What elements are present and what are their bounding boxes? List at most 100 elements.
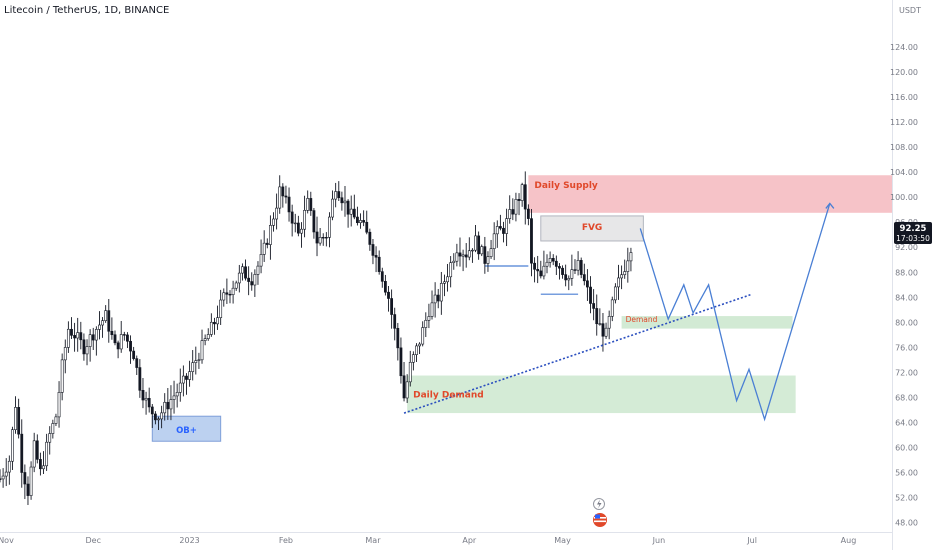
candle[interactable] <box>368 228 372 251</box>
candle[interactable] <box>318 227 322 246</box>
candle[interactable] <box>517 193 521 216</box>
lightning-icon[interactable] <box>593 498 605 510</box>
candle[interactable] <box>247 266 251 296</box>
candle[interactable] <box>486 251 490 272</box>
candle[interactable] <box>237 264 241 293</box>
candle[interactable] <box>107 299 111 343</box>
candle[interactable] <box>141 378 145 409</box>
candle[interactable] <box>343 185 347 217</box>
candle[interactable] <box>129 335 132 364</box>
candle[interactable] <box>489 239 493 259</box>
candle[interactable] <box>296 215 300 237</box>
candle[interactable] <box>213 317 216 335</box>
zone-demand[interactable] <box>621 316 793 329</box>
candle[interactable] <box>477 231 481 260</box>
candle[interactable] <box>589 276 592 314</box>
candle[interactable] <box>26 476 30 506</box>
candle[interactable] <box>337 181 341 201</box>
candle[interactable] <box>138 359 142 398</box>
candle[interactable] <box>231 280 235 304</box>
candle[interactable] <box>592 289 596 321</box>
candle[interactable] <box>166 388 170 420</box>
candle[interactable] <box>586 269 589 301</box>
candle[interactable] <box>32 432 36 473</box>
candle[interactable] <box>626 247 630 283</box>
candle[interactable] <box>480 244 484 257</box>
zone-ob-[interactable] <box>151 415 222 442</box>
candle[interactable] <box>23 464 27 500</box>
candle[interactable] <box>91 327 95 351</box>
candle[interactable] <box>365 210 369 235</box>
candle[interactable] <box>533 257 536 283</box>
candle[interactable] <box>262 230 266 262</box>
candle[interactable] <box>219 289 223 325</box>
candle[interactable] <box>7 455 11 485</box>
candle[interactable] <box>194 346 198 375</box>
candle[interactable] <box>154 411 157 425</box>
candle[interactable] <box>483 236 487 274</box>
candle[interactable] <box>268 215 272 260</box>
candle[interactable] <box>14 396 17 434</box>
candle[interactable] <box>452 253 456 270</box>
candle[interactable] <box>0 469 2 483</box>
candle[interactable] <box>70 317 73 340</box>
candle[interactable] <box>287 187 291 222</box>
candle[interactable] <box>241 263 244 281</box>
candle[interactable] <box>402 361 406 402</box>
candle[interactable] <box>548 251 552 268</box>
candle[interactable] <box>567 275 571 291</box>
candle[interactable] <box>439 271 443 315</box>
candle[interactable] <box>411 351 415 371</box>
candle[interactable] <box>471 248 474 263</box>
candle[interactable] <box>349 195 353 227</box>
candle[interactable] <box>60 353 64 401</box>
candle[interactable] <box>42 451 45 474</box>
candle[interactable] <box>209 313 213 337</box>
candle[interactable] <box>250 272 254 291</box>
candle[interactable] <box>607 310 611 340</box>
candle[interactable] <box>436 289 440 309</box>
candle[interactable] <box>253 269 257 297</box>
zone-daily-demand[interactable] <box>407 375 796 414</box>
time-axis[interactable]: Nov Dec 2023 Feb Mar Apr May Jun Jul Aug <box>0 536 856 545</box>
candle[interactable] <box>449 256 453 288</box>
candle[interactable] <box>617 264 620 300</box>
candle[interactable] <box>455 243 459 267</box>
candle[interactable] <box>415 343 418 363</box>
candle[interactable] <box>76 317 80 352</box>
candle[interactable] <box>303 195 306 238</box>
candle[interactable] <box>225 278 229 304</box>
candle[interactable] <box>576 251 580 276</box>
candle[interactable] <box>275 193 279 230</box>
candle[interactable] <box>85 339 89 366</box>
candle[interactable] <box>520 182 524 207</box>
candle[interactable] <box>126 332 129 349</box>
candle[interactable] <box>582 263 586 286</box>
candle[interactable] <box>94 326 98 356</box>
candle[interactable] <box>430 290 434 320</box>
candle[interactable] <box>383 274 387 296</box>
candle[interactable] <box>206 328 210 341</box>
candle[interactable] <box>203 334 207 346</box>
candle[interactable] <box>498 214 502 231</box>
candle[interactable] <box>20 419 24 488</box>
candle[interactable] <box>135 355 139 375</box>
candle[interactable] <box>620 265 624 290</box>
candle[interactable] <box>234 280 238 291</box>
candle[interactable] <box>157 416 160 431</box>
candle[interactable] <box>579 257 583 279</box>
candle[interactable] <box>604 322 608 339</box>
candle[interactable] <box>505 208 509 247</box>
candle[interactable] <box>163 393 167 421</box>
candle[interactable] <box>331 190 334 221</box>
candle[interactable] <box>601 313 605 352</box>
candle[interactable] <box>380 267 384 288</box>
candle[interactable] <box>570 254 574 286</box>
candle[interactable] <box>54 413 58 427</box>
candle[interactable] <box>514 192 518 222</box>
candle[interactable] <box>523 171 527 225</box>
projection-path[interactable] <box>639 203 831 422</box>
candle[interactable] <box>200 329 204 364</box>
candle[interactable] <box>598 308 602 326</box>
candle[interactable] <box>35 434 39 464</box>
